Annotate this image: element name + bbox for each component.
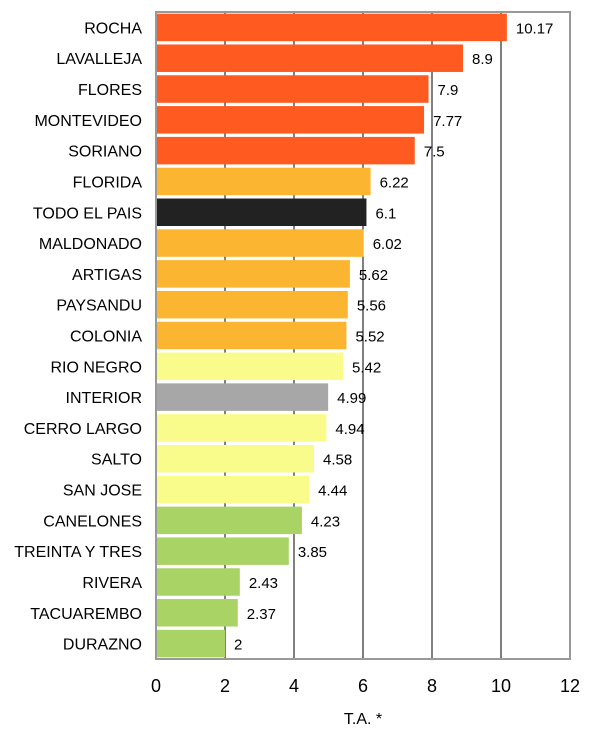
category-label: TACUAREMBO <box>30 606 142 623</box>
category-label: CANELONES <box>43 513 142 530</box>
category-label: MALDONADO <box>39 236 142 253</box>
category-label: FLORIDA <box>73 174 143 191</box>
value-label: 5.62 <box>359 267 388 284</box>
category-label: ROCHA <box>84 20 142 37</box>
x-tick-label: 2 <box>220 676 230 696</box>
bar <box>156 229 364 257</box>
value-label: 8.9 <box>472 51 493 68</box>
category-label: RIO NEGRO <box>50 359 142 376</box>
category-label: CERRO LARGO <box>24 421 142 438</box>
bar <box>156 383 329 411</box>
bar <box>156 475 310 504</box>
bar <box>156 290 348 319</box>
category-label: INTERIOR <box>66 390 142 407</box>
value-label: 2.43 <box>249 575 278 592</box>
value-label: 5.42 <box>352 359 381 376</box>
bar <box>156 44 464 72</box>
value-label: 10.17 <box>516 20 554 37</box>
x-axis-title: T.A. * <box>344 711 382 728</box>
category-label: RIVERA <box>82 575 142 592</box>
x-tick-label: 4 <box>289 676 299 696</box>
bar <box>156 352 343 381</box>
value-label: 6.02 <box>373 236 402 253</box>
category-label: DURAZNO <box>63 637 142 654</box>
value-label: 4.99 <box>337 390 366 407</box>
value-label: 6.22 <box>380 174 409 191</box>
x-tick-label: 10 <box>491 676 511 696</box>
category-label: COLONIA <box>70 329 142 346</box>
bar <box>156 629 225 658</box>
x-tick-label: 12 <box>560 676 580 696</box>
bar <box>156 321 347 350</box>
category-label: SORIANO <box>68 144 142 161</box>
bar <box>156 568 240 596</box>
bar <box>156 537 289 565</box>
category-label: LAVALLEJA <box>56 51 142 68</box>
value-label: 2.37 <box>247 606 276 623</box>
category-label: SALTO <box>91 452 142 469</box>
category-label: SAN JOSE <box>63 483 142 500</box>
bar <box>156 136 415 165</box>
value-label: 4.23 <box>311 513 340 530</box>
category-label: FLORES <box>78 82 142 99</box>
value-labels: 10.17 8.9 7.9 7.77 7.5 6.22 6.1 6.02 5.62 5.56 5.5… <box>234 20 553 653</box>
category-label: TREINTA Y TRES <box>14 544 142 561</box>
value-label: 4.58 <box>323 452 352 469</box>
value-label: 5.52 <box>355 329 384 346</box>
value-label: 7.9 <box>438 82 459 99</box>
value-label: 4.94 <box>335 421 364 438</box>
bar <box>156 414 327 442</box>
x-tick-label: 6 <box>358 676 368 696</box>
plot-frame <box>155 11 571 660</box>
value-label: 6.1 <box>375 205 396 222</box>
value-label: 7.5 <box>424 144 445 161</box>
bar <box>156 13 507 42</box>
value-label: 4.44 <box>318 483 347 500</box>
category-label: TODO EL PAIS <box>33 205 142 222</box>
bar <box>156 75 429 103</box>
x-tick-label: 8 <box>427 676 437 696</box>
category-labels: ROCHA LAVALLEJA FLORES MONTEVIDEO SORIANO FLO… <box>14 20 142 653</box>
bar <box>156 167 371 196</box>
bar <box>156 198 367 227</box>
value-label: 5.56 <box>357 298 386 315</box>
value-label: 3.85 <box>298 544 327 561</box>
category-label: MONTEVIDEO <box>34 113 142 130</box>
bar <box>156 260 350 288</box>
category-label: PAYSANDU <box>56 298 142 315</box>
category-label: ARTIGAS <box>72 267 142 284</box>
x-tick-label: 0 <box>151 676 161 696</box>
bar <box>156 444 315 473</box>
bars <box>156 13 507 658</box>
bar <box>156 106 425 134</box>
x-tick-labels: 0 2 4 6 8 10 12 <box>151 676 580 696</box>
value-label: 2 <box>234 637 242 654</box>
value-label: 7.77 <box>433 113 462 130</box>
bar <box>156 599 238 627</box>
bar <box>156 506 302 535</box>
